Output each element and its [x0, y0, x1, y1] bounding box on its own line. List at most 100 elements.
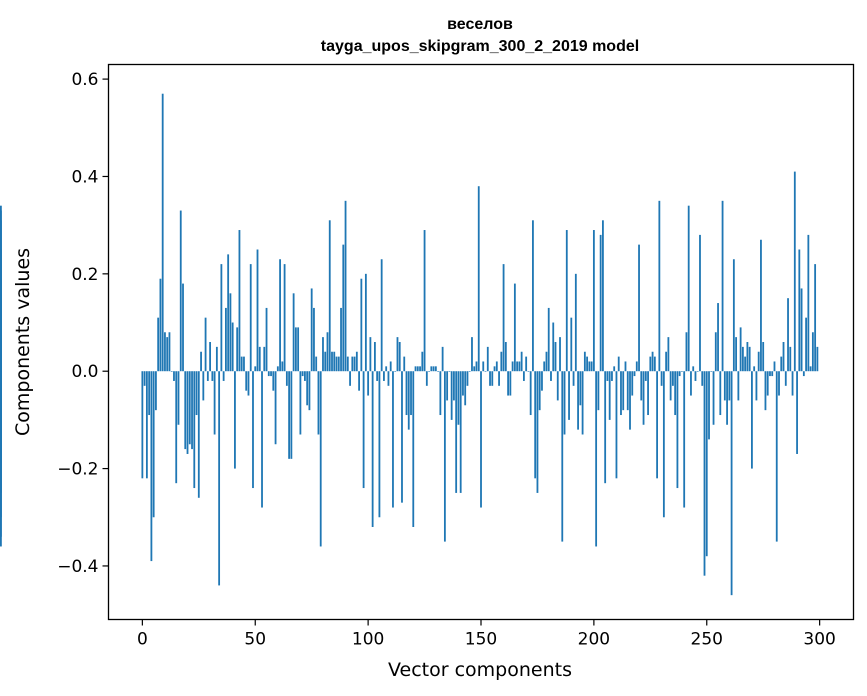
bar [279, 259, 281, 372]
bar [150, 371, 153, 562]
bar [222, 371, 225, 381]
bar [378, 371, 381, 518]
bar [245, 371, 248, 391]
bar [518, 361, 521, 372]
bar [186, 371, 189, 454]
bar [662, 371, 665, 518]
bar [236, 327, 239, 372]
y-tick-label: 0.6 [71, 70, 98, 90]
bar [592, 230, 595, 372]
bar [638, 244, 640, 372]
bar [730, 371, 733, 596]
bar [771, 371, 774, 377]
bar [249, 264, 252, 372]
ticks-group: 0 50 100 150 200 250 300 −0.4 −0.2 0.0 0.2 0.4 0.6 [57, 70, 836, 649]
bar [554, 342, 557, 372]
bar [805, 317, 807, 372]
bar [416, 366, 419, 372]
bar [143, 371, 146, 386]
bar [195, 371, 198, 416]
bar [414, 366, 417, 372]
bar [344, 200, 347, 372]
bar [635, 361, 638, 372]
bar [762, 342, 765, 372]
bar [500, 351, 503, 372]
bar [410, 371, 412, 416]
bar [477, 186, 480, 372]
bar [748, 346, 751, 372]
bar [428, 371, 430, 372]
bar [719, 371, 722, 416]
bar [775, 371, 778, 542]
bar [355, 351, 358, 372]
bar [642, 371, 645, 425]
bar [301, 371, 304, 377]
bar [184, 371, 187, 450]
bar [394, 371, 397, 372]
bar [141, 371, 144, 479]
bar [177, 371, 180, 425]
bar [412, 371, 415, 527]
bar [480, 371, 482, 508]
bar [651, 351, 654, 372]
bar [586, 356, 589, 372]
bar [721, 200, 724, 372]
bar [590, 361, 593, 372]
bar [579, 371, 582, 406]
bar [206, 371, 209, 381]
bar [604, 371, 607, 484]
bar [606, 371, 609, 381]
bar [595, 371, 598, 547]
bar [543, 361, 546, 372]
bar [793, 171, 796, 372]
bar [491, 371, 494, 386]
bar [349, 371, 351, 386]
bar [272, 371, 275, 391]
bar [362, 371, 365, 489]
bar [611, 371, 613, 381]
bar [683, 371, 686, 508]
bar [622, 371, 625, 411]
bar [676, 371, 679, 489]
bar [520, 351, 523, 372]
bar [380, 259, 383, 372]
bar [471, 337, 473, 372]
bar [218, 371, 221, 586]
bar [753, 366, 756, 372]
bar [751, 371, 753, 469]
bar [310, 288, 313, 372]
bar [364, 273, 367, 372]
bar [744, 356, 747, 372]
bar [306, 371, 309, 406]
bar [667, 337, 670, 372]
bar [577, 371, 579, 430]
bar [552, 322, 555, 372]
bar [405, 371, 408, 416]
bar [755, 371, 758, 401]
bar [525, 356, 528, 372]
bar [687, 205, 690, 372]
bar [498, 371, 500, 386]
bar [407, 371, 410, 430]
bar [550, 371, 552, 381]
bar [538, 371, 541, 411]
bar [159, 278, 162, 372]
bar [281, 361, 284, 372]
bar [807, 234, 810, 372]
bar [170, 371, 173, 372]
bar [161, 93, 164, 372]
bar [152, 371, 155, 518]
y-tick-label: 0.0 [71, 362, 98, 382]
bar [714, 332, 717, 372]
bar [705, 371, 708, 557]
bar [243, 356, 245, 372]
bar [229, 293, 232, 372]
y-axis-label: Components values [12, 248, 34, 436]
bar [511, 361, 514, 372]
bar [678, 371, 681, 377]
bar [669, 371, 672, 401]
bar [419, 366, 421, 372]
bar [209, 342, 211, 372]
bar [360, 278, 363, 372]
x-tick-label: 250 [691, 630, 723, 650]
